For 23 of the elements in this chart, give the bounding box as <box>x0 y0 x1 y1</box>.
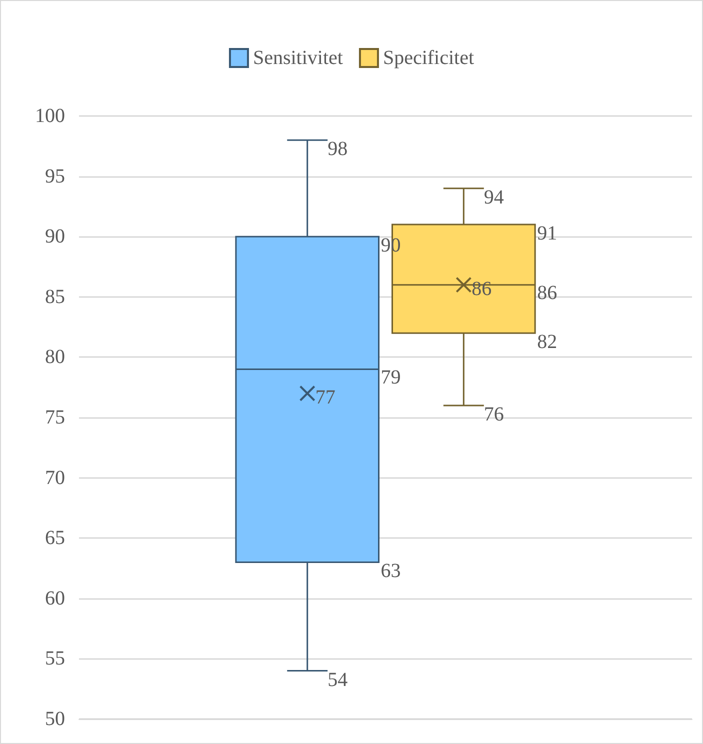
y-tick-label: 60 <box>45 587 65 610</box>
y-tick-label: 85 <box>45 286 65 308</box>
annotation: 77 <box>315 386 336 408</box>
annotation: 54 <box>328 668 348 691</box>
y-tick-label: 90 <box>45 226 65 248</box>
annotation: 98 <box>328 138 348 160</box>
y-tick-label: 75 <box>45 406 65 428</box>
y-tick-label: 95 <box>45 165 65 188</box>
annotation: 86 <box>537 282 558 304</box>
annotation: 82 <box>537 331 558 354</box>
annotation: 94 <box>484 186 504 208</box>
y-tick-label: 65 <box>45 527 65 550</box>
legend-label: Sensitivitet <box>252 47 344 69</box>
y-tick-label: 100 <box>35 105 65 127</box>
annotation: 76 <box>484 403 504 426</box>
annotation: 63 <box>380 560 401 582</box>
y-tick-label: 70 <box>45 466 65 489</box>
y-tick-label: 55 <box>45 648 65 670</box>
annotation: 91 <box>537 222 558 245</box>
y-tick-label: 50 <box>45 708 65 730</box>
y-tick-label: 80 <box>45 346 65 368</box>
legend-label: Specificitet <box>382 47 474 69</box>
annotation: 79 <box>380 366 401 388</box>
